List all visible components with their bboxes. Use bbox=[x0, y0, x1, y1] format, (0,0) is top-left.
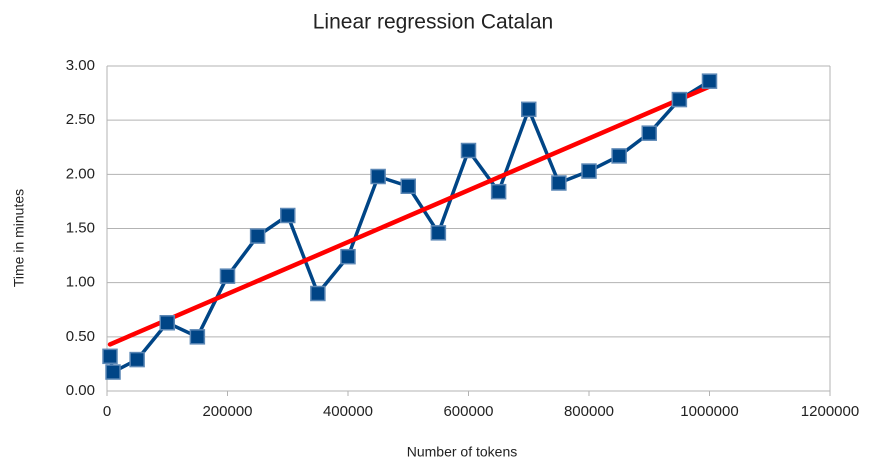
data-point bbox=[671, 91, 688, 108]
chart-title: Linear regression Catalan bbox=[313, 11, 553, 34]
data-point bbox=[551, 175, 567, 191]
x-tick-label: 600000 bbox=[443, 403, 493, 420]
data-point bbox=[521, 101, 537, 118]
y-tick-label: 2.00 bbox=[66, 165, 95, 182]
data-point bbox=[189, 329, 206, 345]
y-axis-label: Time in minutes bbox=[11, 189, 27, 287]
data-point bbox=[701, 73, 718, 89]
data-point bbox=[430, 225, 447, 241]
data-point bbox=[581, 163, 597, 179]
x-tick-label: 200000 bbox=[202, 403, 252, 420]
x-tick-label: 800000 bbox=[564, 403, 614, 420]
data-point bbox=[219, 268, 236, 284]
data-point bbox=[129, 351, 145, 368]
y-tick-label: 1.00 bbox=[66, 274, 95, 291]
data-point bbox=[641, 125, 657, 141]
data-point bbox=[280, 207, 296, 224]
x-tick-label: 1000000 bbox=[680, 403, 738, 420]
trend-line bbox=[107, 84, 712, 347]
y-tick-label: 3.00 bbox=[66, 57, 95, 74]
x-tick-label: 0 bbox=[103, 403, 111, 420]
data-point bbox=[340, 248, 356, 265]
y-tick-label: 0.50 bbox=[66, 328, 95, 345]
y-tick-label: 2.50 bbox=[66, 111, 95, 128]
data-point bbox=[460, 142, 477, 159]
x-tick-label: 1200000 bbox=[801, 403, 859, 420]
data-point bbox=[102, 348, 118, 365]
data-point bbox=[159, 315, 175, 331]
x-axis-label: Number of tokens bbox=[407, 444, 518, 460]
data-point bbox=[490, 183, 507, 200]
data-point bbox=[310, 285, 326, 302]
y-tick-label: 0.00 bbox=[66, 382, 95, 399]
data-point bbox=[105, 364, 121, 380]
data-point bbox=[249, 228, 266, 244]
data-point bbox=[611, 148, 627, 164]
data-point bbox=[400, 178, 416, 194]
data-line bbox=[108, 79, 711, 374]
x-tick-label: 400000 bbox=[323, 403, 373, 420]
data-point bbox=[370, 168, 386, 185]
y-tick-label: 1.50 bbox=[66, 219, 95, 236]
